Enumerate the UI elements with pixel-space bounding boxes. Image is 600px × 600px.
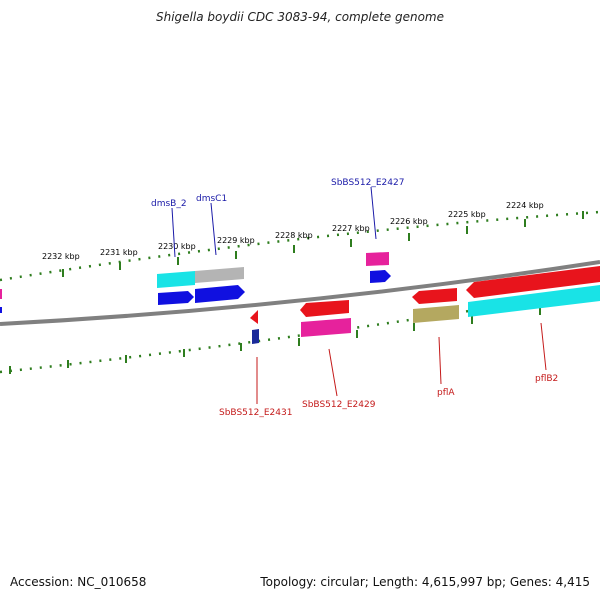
kbp-label: 2230 kbp xyxy=(158,242,196,251)
label-leaders xyxy=(171,186,547,404)
cyan-feature xyxy=(468,285,600,317)
edge-mark xyxy=(0,307,2,313)
kbp-labels: 2232 kbp 2231 kbp 2230 kbp 2229 kbp 2228… xyxy=(42,201,544,261)
edge-mark xyxy=(0,289,2,299)
kbp-label: 2228 kbp xyxy=(275,231,313,240)
gray-feature xyxy=(195,267,244,283)
upper-scale-ring xyxy=(0,210,600,282)
blue-gene-arrow xyxy=(370,270,391,283)
kbp-label: 2232 kbp xyxy=(42,252,80,261)
upper-features xyxy=(157,252,391,305)
red-gene-arrow xyxy=(412,288,457,304)
kbp-label: 2227 kbp xyxy=(332,224,370,233)
blue-gene-arrow xyxy=(158,291,194,305)
pink-feature xyxy=(301,318,351,337)
red-gene-arrow xyxy=(300,300,349,317)
gene-label-e2431: SbBS512_E2431 xyxy=(219,408,292,418)
lower-features xyxy=(250,266,600,344)
genome-backbone xyxy=(0,260,600,326)
gene-label-e2429: SbBS512_E2429 xyxy=(302,400,376,410)
navy-feature xyxy=(252,329,259,344)
gene-label-pfla: pflA xyxy=(437,388,455,398)
gene-label-e2427: SbBS512_E2427 xyxy=(331,178,404,188)
map-title: Shigella boydii CDC 3083-94, complete ge… xyxy=(155,10,445,24)
kbp-label: 2224 kbp xyxy=(506,201,544,210)
kbp-label: 2225 kbp xyxy=(448,210,486,219)
pink-feature xyxy=(366,252,389,266)
kbp-label: 2226 kbp xyxy=(390,217,428,226)
genome-summary-text: Topology: circular; Length: 4,615,997 bp… xyxy=(260,575,590,589)
cyan-feature xyxy=(157,271,195,288)
kbp-label: 2231 kbp xyxy=(100,248,138,257)
gene-label-pflb2: pflB2 xyxy=(535,374,558,384)
lower-major-ticks xyxy=(9,307,541,374)
blue-gene-arrow xyxy=(195,285,245,303)
red-gene-arrow xyxy=(466,266,600,298)
gene-labels: dmsB_2 dmsC1 SbBS512_E2427 SbBS512_E2431… xyxy=(151,178,558,418)
accession-text: Accession: NC_010658 xyxy=(10,575,147,589)
olive-feature xyxy=(413,305,459,323)
kbp-label: 2229 kbp xyxy=(217,236,255,245)
gene-label-dmsc1: dmsC1 xyxy=(196,194,227,204)
gene-label-dmsb2: dmsB_2 xyxy=(151,199,187,209)
upper-major-ticks xyxy=(62,211,584,277)
red-gene-arrow xyxy=(250,310,258,324)
